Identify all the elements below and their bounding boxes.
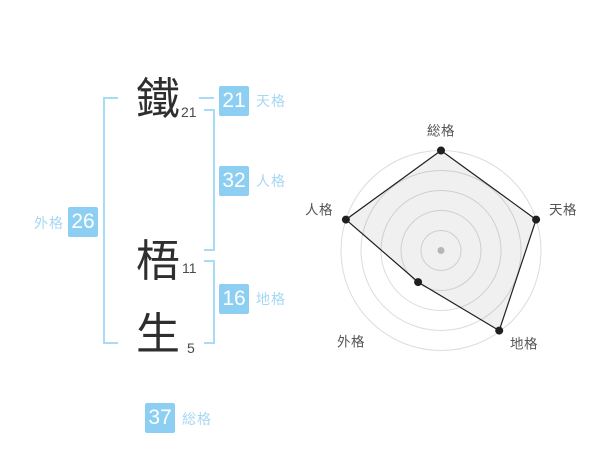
gaikaku-value-box: 26 (68, 207, 98, 237)
name-character-2: 梧 (136, 237, 180, 286)
radar-axis-label-soukaku: 総格 (427, 124, 455, 139)
tenkaku-label: 天格 (256, 93, 286, 109)
stroke-count-1: 21 (181, 104, 197, 120)
name-character-3: 生 (136, 310, 180, 359)
gaikaku-bracket (103, 97, 118, 344)
radar-grid-ring (400, 210, 482, 291)
jinkaku-value-box: 32 (219, 166, 249, 196)
radar-axis-label-chikaku: 地格 (510, 337, 538, 352)
chikaku-bracket (204, 260, 215, 344)
radar-point-soukaku (437, 146, 445, 155)
radar-point-gaikaku (414, 278, 423, 287)
radar-point-tenkaku (532, 215, 541, 224)
radar-point-chikaku (495, 326, 504, 335)
chikaku-label: 地格 (256, 291, 286, 307)
radar-point-jinkaku (341, 215, 350, 224)
radar-axis-label-jinkaku: 人格 (305, 203, 333, 218)
radar-grid-ring (420, 230, 462, 271)
stroke-count-3: 5 (187, 340, 195, 356)
soukaku-value-box: 37 (145, 403, 175, 433)
chikaku-value-box: 16 (219, 284, 249, 314)
stroke-count-2: 11 (182, 260, 197, 276)
tenkaku-connector (199, 97, 214, 99)
radar-center-dot (437, 247, 445, 254)
jinkaku-label: 人格 (256, 173, 286, 189)
radar-axis-label-tenkaku: 天格 (549, 203, 577, 218)
name-character-1: 鐵 (136, 75, 180, 124)
radar-axis-label-gaikaku: 外格 (337, 335, 365, 350)
gaikaku-label: 外格 (34, 215, 64, 231)
jinkaku-bracket (204, 109, 215, 251)
soukaku-label: 総格 (182, 411, 212, 427)
tenkaku-value-box: 21 (219, 86, 249, 116)
radar-grid-ring (360, 170, 522, 331)
radar-polygon (344, 149, 537, 332)
